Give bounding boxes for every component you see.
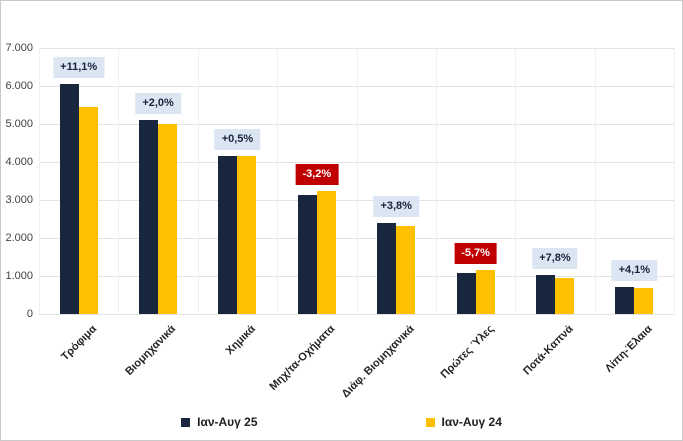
gridline-horizontal [39,314,674,315]
gridline-vertical [515,48,516,314]
bar-group: +7,8% Ποτά-Καπνά [515,48,594,378]
gridline-vertical [357,48,358,314]
gridline-vertical [674,48,675,314]
change-badge: +11,1% [53,57,105,79]
change-badge: -3,2% [295,164,339,186]
bar-ian-aug-25 [377,223,397,314]
bar-ian-aug-25 [297,195,317,314]
y-axis-tick-label: 4.000 [5,156,33,168]
change-badge: +7,8% [532,247,578,269]
chart-legend: Ιαν-Αυγ 25 Ιαν-Αυγ 24 [1,415,682,429]
bar-group: +3,8% Διάφ. Βιομηχανικά [339,48,436,400]
x-axis-category-label: Βιομηχανικά [123,323,179,378]
plot-area: +11,1% Τρόφιμα +2,0% Βιομηχανικά +0,5% Χημικά… [39,48,674,400]
legend-item-ian-aug-24: Ιαν-Αυγ 24 [425,415,502,429]
legend-label: Ιαν-Αυγ 24 [441,415,502,429]
x-axis-category-label: Ποτά-Καπνά [520,323,576,378]
bar-group: -5,7% Πρώτες Ύλες [436,48,515,381]
y-axis-tick-label: 3.000 [5,194,33,206]
x-axis-category-label: Λίπη-Έλαια [603,323,655,375]
gridline-horizontal [39,276,674,277]
y-axis-tick-label: 2.000 [5,232,33,244]
change-badge: +3,8% [373,195,419,217]
bar-ian-aug-24 [396,226,416,314]
gridline-vertical [436,48,437,314]
gridline-horizontal [39,48,674,49]
bar-group: -3,2% Μηχ/τα-Οχήματα [267,48,356,393]
x-axis-category-label: Πρώτες Ύλες [438,323,497,381]
x-axis-category-label: Χημικά [223,323,258,358]
bar-group: +4,1% Λίπη-Έλαια [595,48,674,375]
bar-group: +0,5% Χημικά [198,48,277,357]
y-axis-tick-label: 7.000 [5,42,33,54]
legend-swatch-navy [181,417,191,427]
gridline-vertical [595,48,596,314]
bar-group: +2,0% Βιομηχανικά [118,48,197,378]
x-axis-category-label: Διάφ. Βιομηχανικά [339,323,417,401]
change-badge: +0,5% [214,128,261,150]
gridline-vertical [118,48,119,314]
y-axis-tick-label: 5.000 [5,118,33,130]
bar-ian-aug-25 [59,84,79,314]
bar-ian-aug-25 [139,120,159,314]
bar-ian-aug-25 [535,275,555,314]
legend-item-ian-aug-25: Ιαν-Αυγ 25 [181,415,258,429]
gridline-horizontal [39,200,674,201]
change-badge: -5,7% [454,243,497,265]
x-axis-category-label: Τρόφιμα [59,323,100,364]
bar-ian-aug-24 [316,191,336,314]
y-axis-tick-label: 0 [26,308,33,320]
gridline-horizontal [39,238,674,239]
y-axis-tick-label: 1.000 [5,270,33,282]
bar-ian-aug-24 [158,124,178,314]
gridline-vertical [198,48,199,314]
bar-ian-aug-25 [615,287,635,314]
bar-ian-aug-25 [218,156,238,314]
legend-label: Ιαν-Αυγ 25 [197,415,258,429]
bar-group: +11,1% Τρόφιμα [39,48,118,363]
bar-ian-aug-24 [554,278,574,314]
change-badge: +4,1% [611,260,658,282]
gridline-vertical [39,48,40,314]
plot-gridlines [39,48,675,315]
bar-ian-aug-25 [456,273,476,314]
bar-ian-aug-24 [78,107,98,314]
change-badge: +2,0% [135,93,181,115]
bar-ian-aug-24 [237,156,257,314]
bar-ian-aug-24 [634,288,654,314]
gridline-vertical [277,48,278,314]
legend-swatch-yellow [425,417,435,427]
gridline-horizontal [39,162,674,163]
x-axis-category-label: Μηχ/τα-Οχήματα [267,323,338,393]
y-axis-tick-label: 6.000 [5,80,33,92]
gridline-horizontal [39,124,674,125]
bar-ian-aug-24 [475,270,495,314]
gridline-horizontal [39,86,674,87]
